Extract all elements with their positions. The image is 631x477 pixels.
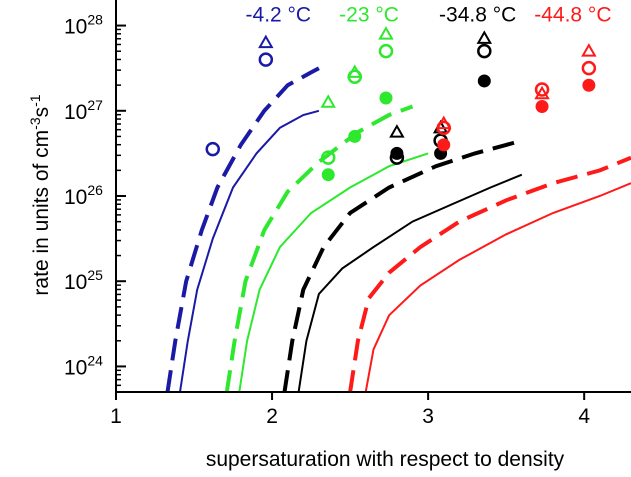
dot-marker (535, 100, 549, 114)
triangle-marker (378, 26, 394, 40)
circle-marker (347, 69, 363, 84)
circle-marker (205, 141, 221, 157)
triangle-marker (258, 34, 274, 49)
y-axis-title-exp2: -1 (27, 94, 43, 107)
x-tick-label: 2 (266, 405, 278, 428)
series-group (348, 155, 631, 392)
y-tick-label: 1027 (64, 97, 103, 124)
series-solid-line (179, 109, 320, 392)
series-dashed-line (224, 104, 414, 392)
y-tick-base: 10 (64, 16, 87, 39)
y-tick-base: 10 (64, 186, 87, 209)
y-axis-title-exp1: -3 (27, 117, 43, 130)
circle-marker (258, 52, 274, 67)
y-tick-exponent: 25 (87, 267, 103, 283)
dot-marker (437, 138, 451, 152)
circle-marker (477, 43, 492, 59)
y-tick-exponent: 24 (87, 352, 103, 368)
series-dashed-line (165, 66, 320, 392)
dot-marker (582, 78, 596, 92)
y-tick-label: 1024 (64, 352, 103, 379)
series-dashed-line (282, 138, 523, 392)
circle-marker (534, 82, 550, 97)
triangle-marker (389, 124, 405, 138)
triangle-marker (581, 43, 597, 57)
series-group (165, 66, 320, 392)
triangle-marker (476, 30, 493, 44)
y-tick-base: 10 (64, 356, 87, 379)
series-dashed-line (348, 155, 631, 392)
x-tick-label: 4 (578, 405, 590, 428)
y-tick-label: 1025 (64, 267, 103, 294)
x-tick-label: 1 (110, 405, 122, 428)
axes (115, 0, 631, 393)
dot-marker (348, 129, 362, 143)
circle-marker (581, 60, 597, 76)
series-label: -4.2 °C (246, 3, 312, 26)
circle-marker (320, 150, 336, 165)
y-tick-label: 1026 (64, 182, 103, 209)
circle-marker (378, 43, 394, 59)
triangle-marker (320, 94, 336, 108)
y-tick-base: 10 (64, 101, 87, 124)
dot-marker (321, 168, 335, 182)
x-ticks: 1 2 3 4 (110, 392, 590, 428)
y-tick-exponent: 27 (87, 97, 103, 113)
x-axis-title: supersaturation with respect to density (206, 448, 565, 471)
dot-marker (379, 91, 393, 105)
series-solid-line (297, 173, 523, 392)
series-group (282, 138, 523, 392)
y-tick-exponent: 28 (87, 12, 103, 28)
y-tick-base: 10 (64, 271, 87, 294)
triangle-marker (534, 85, 550, 100)
y-axis-title-main: rate in units of cm (30, 130, 53, 296)
y-tick-label: 1028 (64, 12, 103, 39)
series-solid-line (364, 182, 631, 392)
series-group (224, 104, 429, 392)
y-axis-title-mid: s (30, 107, 53, 118)
series-label: -34.8 °C (439, 3, 516, 26)
dot-marker (390, 146, 404, 160)
dot-marker (477, 74, 491, 88)
y-tick-exponent: 26 (87, 182, 103, 198)
series-solid-line (238, 152, 429, 392)
series-label: -23 °C (339, 3, 399, 26)
series-labels: -4.2 °C -23 °C -34.8 °C -44.8 °C (246, 3, 612, 26)
data-marks (165, 26, 631, 392)
circle-marker (436, 120, 451, 136)
x-tick-label: 3 (422, 405, 434, 428)
y-axis-title: rate in units of cm-3s-1 (27, 94, 53, 295)
series-label: -44.8 °C (534, 3, 611, 26)
